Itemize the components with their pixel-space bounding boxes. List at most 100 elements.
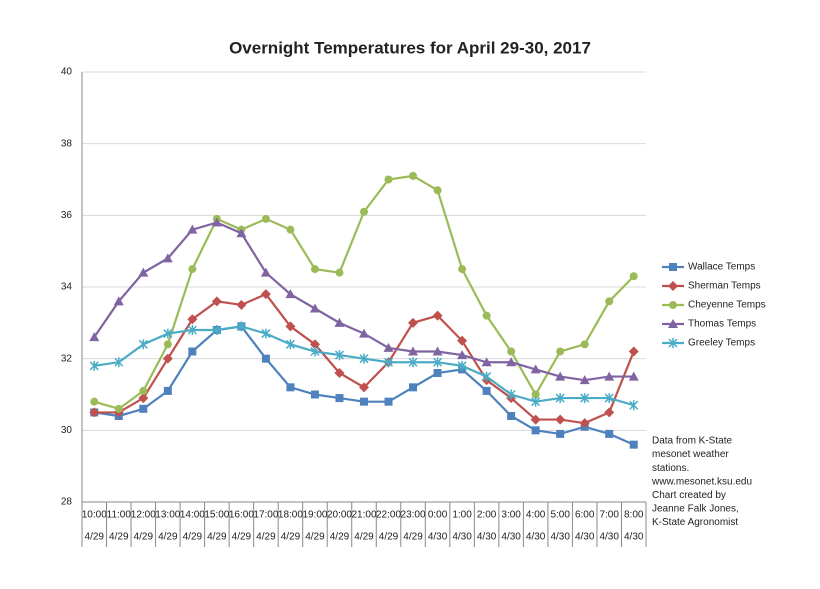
- x-date-label: 4/29: [256, 532, 276, 543]
- data-point: [310, 346, 320, 357]
- x-tick-label: 20:00: [327, 510, 352, 521]
- data-point: [89, 407, 100, 418]
- x-date-label: 4/29: [85, 532, 105, 543]
- x-tick-label: 1:00: [452, 510, 472, 521]
- x-tick-label: 16:00: [229, 510, 254, 521]
- legend-label: Wallace Temps: [688, 262, 755, 273]
- data-point: [432, 346, 443, 356]
- data-point: [90, 397, 99, 406]
- x-tick-label: 0:00: [428, 510, 448, 521]
- x-date-label: 4/30: [575, 532, 595, 543]
- y-tick-label: 30: [61, 425, 73, 436]
- data-point: [309, 339, 320, 350]
- data-point: [360, 397, 368, 406]
- data-point: [139, 404, 148, 413]
- x-date-label: 4/30: [624, 532, 644, 543]
- x-tick-label: 10:00: [82, 510, 107, 521]
- data-point: [163, 328, 173, 339]
- x-date-label: 4/29: [305, 532, 325, 543]
- x-date-label: 4/29: [379, 532, 399, 543]
- x-tick-label: 5:00: [550, 510, 570, 521]
- annotation: mesonet weather: [652, 449, 729, 460]
- data-point: [359, 353, 369, 364]
- x-tick-label: 6:00: [575, 510, 595, 521]
- data-point: [384, 397, 393, 406]
- x-tick-label: 4:00: [526, 510, 546, 521]
- legend-marker: [668, 281, 678, 291]
- data-point: [605, 429, 614, 438]
- x-tick-label: 19:00: [302, 510, 327, 521]
- data-point: [629, 400, 639, 411]
- data-point: [409, 383, 418, 392]
- data-point: [507, 347, 516, 356]
- annotation: stations.: [652, 463, 689, 474]
- y-tick-label: 40: [61, 67, 73, 78]
- x-tick-label: 17:00: [253, 510, 278, 521]
- data-point: [556, 347, 565, 356]
- data-point: [457, 335, 468, 346]
- x-date-label: 4/30: [550, 532, 570, 543]
- data-point: [383, 357, 394, 368]
- data-point: [114, 404, 123, 413]
- data-point: [604, 371, 615, 381]
- x-tick-label: 12:00: [131, 510, 156, 521]
- data-point: [162, 253, 173, 263]
- data-point: [531, 390, 540, 399]
- annotation: www.mesonet.ksu.edu: [651, 476, 752, 487]
- x-date-label: 4/30: [599, 532, 619, 543]
- data-point: [530, 414, 541, 425]
- x-tick-label: 14:00: [180, 510, 205, 521]
- data-point: [162, 353, 173, 364]
- data-point: [113, 296, 124, 306]
- y-tick-label: 38: [61, 138, 73, 149]
- data-point: [604, 407, 615, 418]
- x-date-label: 4/29: [281, 532, 301, 543]
- x-date-label: 4/29: [158, 532, 178, 543]
- y-tick-label: 28: [61, 497, 73, 508]
- annotation: K-State Agronomist: [652, 517, 738, 528]
- data-point: [482, 311, 491, 320]
- data-point: [629, 440, 638, 449]
- data-point: [580, 393, 590, 404]
- data-point: [188, 265, 197, 274]
- data-point: [236, 299, 247, 310]
- legend-label: Thomas Temps: [688, 319, 756, 330]
- data-point: [187, 224, 198, 234]
- x-date-label: 4/30: [428, 532, 448, 543]
- x-date-label: 4/30: [452, 532, 472, 543]
- data-point: [506, 357, 517, 367]
- chart-title: Overnight Temperatures for April 29-30, …: [229, 38, 591, 57]
- data-point: [408, 346, 419, 356]
- data-point: [138, 393, 149, 404]
- data-point: [309, 303, 320, 313]
- data-point: [482, 386, 491, 395]
- data-point: [555, 414, 566, 425]
- data-point: [531, 426, 540, 435]
- data-point: [261, 354, 270, 363]
- data-point: [409, 171, 418, 180]
- data-point: [139, 386, 148, 395]
- data-point: [236, 228, 247, 238]
- data-point: [506, 389, 516, 400]
- data-point: [187, 325, 197, 335]
- x-tick-label: 11:00: [107, 510, 132, 521]
- data-point: [457, 350, 468, 360]
- legend-marker: [669, 263, 677, 271]
- annotation: Data from K-State: [652, 436, 732, 447]
- data-point: [555, 371, 566, 381]
- data-point: [433, 357, 443, 368]
- data-point: [458, 265, 467, 274]
- annotation: Chart created by: [652, 490, 726, 501]
- data-point: [286, 383, 295, 392]
- data-point: [310, 390, 319, 399]
- x-date-label: 4/29: [109, 532, 129, 543]
- data-point: [188, 347, 197, 356]
- data-point: [531, 396, 541, 407]
- x-tick-label: 15:00: [204, 510, 229, 521]
- data-point: [383, 342, 394, 352]
- data-point: [261, 214, 270, 223]
- data-point: [628, 346, 639, 357]
- data-point: [334, 317, 345, 327]
